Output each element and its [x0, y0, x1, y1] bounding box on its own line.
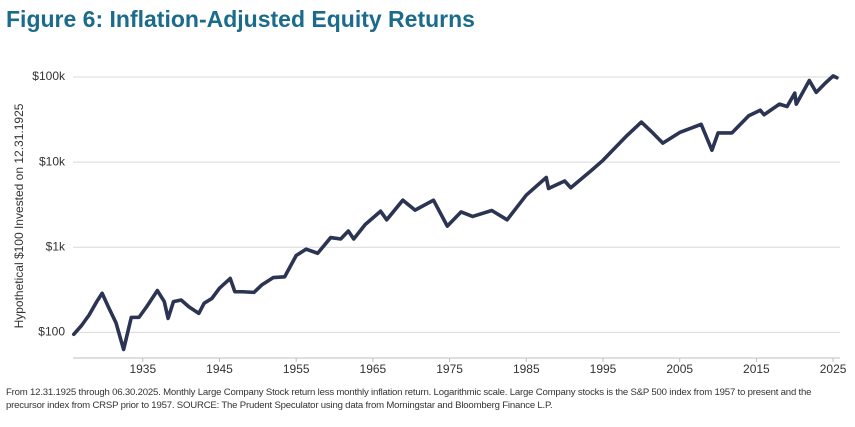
footnote: From 12.31.1925 through 06.30.2025. Mont…: [6, 387, 812, 411]
y-tick-label: $1k: [46, 239, 66, 253]
x-tick-label: 1945: [206, 362, 233, 376]
line: [71, 74, 839, 352]
x-tick-label: 2015: [743, 362, 770, 376]
x-tick-label: 1985: [513, 362, 540, 376]
x-tick-label: 1955: [283, 362, 310, 376]
x-tick-label: 1995: [590, 362, 617, 376]
y-tick-label: $10k: [39, 154, 66, 168]
chart: Figure 6: Inflation-Adjusted Equity Retu…: [6, 6, 847, 376]
x-tick-label: 2025: [820, 362, 847, 376]
y-tick-label: $100: [38, 325, 65, 339]
y-axis-label: Hypothetical $100 Invested on 12.31.1925: [12, 103, 26, 328]
x-tick-label: 2005: [666, 362, 693, 376]
x-tick-label: 1965: [360, 362, 387, 376]
chart-title: Figure 6: Inflation-Adjusted Equity Retu…: [6, 6, 475, 32]
x-tick-label: 1935: [129, 362, 156, 376]
x-tick-label: 1975: [436, 362, 463, 376]
y-tick-label: $100k: [32, 69, 66, 83]
